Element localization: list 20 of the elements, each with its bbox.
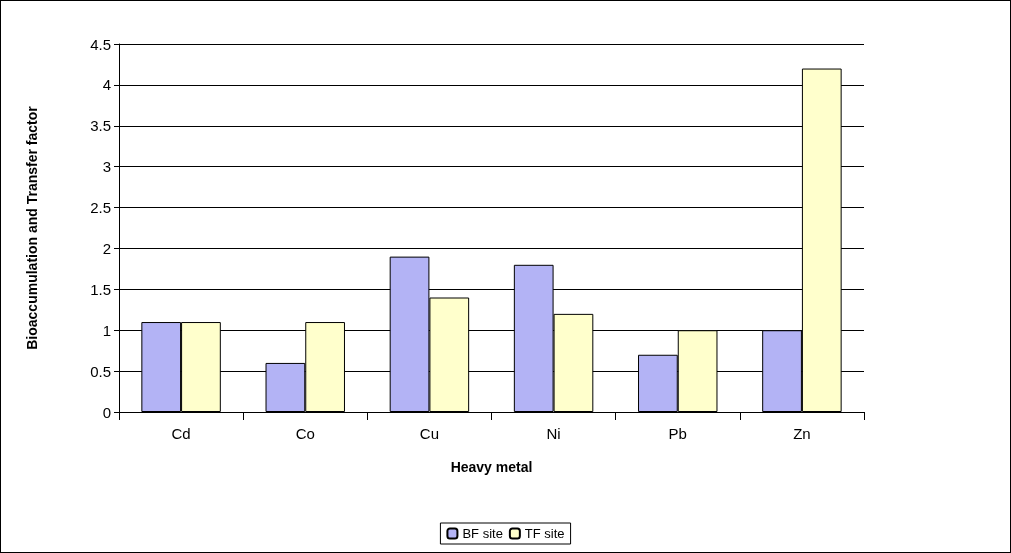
x-axis-title: Heavy metal	[450, 459, 533, 475]
y-tick-label: 1	[102, 321, 111, 339]
y-tick-label: 4	[102, 76, 111, 94]
legend-label: TF site	[524, 526, 565, 541]
x-tick-label: Ni	[546, 425, 561, 442]
x-tick-label: Zn	[793, 425, 811, 442]
y-tick-label: 1.5	[90, 280, 111, 298]
x-tick-label: Co	[295, 425, 315, 442]
legend-label: BF site	[462, 526, 503, 541]
y-tick-label: 3	[102, 158, 111, 176]
y-tick-label: 2	[102, 239, 111, 257]
x-tick-label: Cd	[171, 425, 191, 442]
y-tick-label: 0	[102, 403, 111, 421]
y-tick-label: 2.5	[90, 199, 111, 217]
y-axis-title: Bioaccumulation and Transfer factor	[24, 105, 40, 350]
x-tick-label: Cu	[419, 425, 440, 442]
x-tick-label: Pb	[668, 425, 687, 442]
y-tick-label: 0.5	[90, 362, 111, 380]
y-tick-label: 3.5	[90, 117, 111, 135]
y-tick-label: 4.5	[90, 35, 111, 53]
